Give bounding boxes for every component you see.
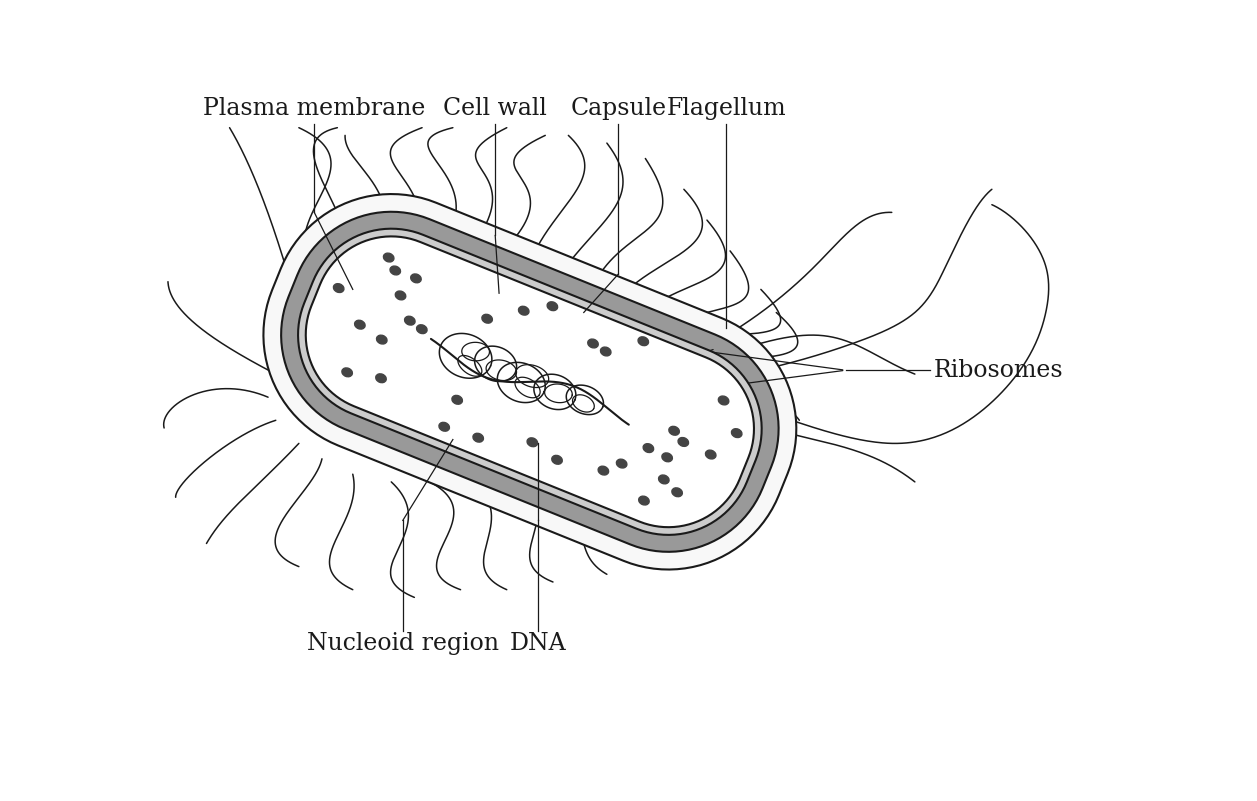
Ellipse shape <box>718 396 729 405</box>
Text: DNA: DNA <box>509 632 566 655</box>
Ellipse shape <box>411 274 421 283</box>
Ellipse shape <box>473 433 484 442</box>
Ellipse shape <box>383 253 393 262</box>
Ellipse shape <box>405 316 415 325</box>
Ellipse shape <box>377 335 387 344</box>
Ellipse shape <box>342 368 352 376</box>
Ellipse shape <box>416 324 427 333</box>
Ellipse shape <box>588 339 598 348</box>
Text: Cell wall: Cell wall <box>444 97 547 120</box>
Ellipse shape <box>669 426 679 435</box>
Ellipse shape <box>390 266 401 275</box>
Ellipse shape <box>453 396 463 405</box>
Ellipse shape <box>376 374 386 383</box>
Text: Flagellum: Flagellum <box>666 97 786 120</box>
Ellipse shape <box>662 453 672 461</box>
Text: Capsule: Capsule <box>571 97 666 120</box>
Ellipse shape <box>678 437 689 446</box>
Ellipse shape <box>439 422 450 431</box>
Ellipse shape <box>671 488 683 497</box>
Ellipse shape <box>395 291 406 300</box>
Polygon shape <box>298 229 762 535</box>
Text: Nucleoid region: Nucleoid region <box>307 632 499 655</box>
Text: Ribosomes: Ribosomes <box>934 359 1063 382</box>
Ellipse shape <box>552 456 562 465</box>
Ellipse shape <box>333 284 344 292</box>
Ellipse shape <box>639 496 649 505</box>
Ellipse shape <box>547 302 558 311</box>
Ellipse shape <box>527 438 538 447</box>
Ellipse shape <box>644 444 654 453</box>
Ellipse shape <box>481 314 493 323</box>
Ellipse shape <box>732 429 742 437</box>
Ellipse shape <box>705 450 716 459</box>
Ellipse shape <box>659 475 669 484</box>
Polygon shape <box>305 236 754 527</box>
Ellipse shape <box>354 320 365 329</box>
Text: Plasma membrane: Plasma membrane <box>204 97 425 120</box>
Polygon shape <box>264 194 797 570</box>
Ellipse shape <box>601 347 611 356</box>
Ellipse shape <box>598 466 608 475</box>
Ellipse shape <box>639 336 649 346</box>
Ellipse shape <box>616 459 627 468</box>
Ellipse shape <box>518 306 529 315</box>
Polygon shape <box>282 211 778 552</box>
